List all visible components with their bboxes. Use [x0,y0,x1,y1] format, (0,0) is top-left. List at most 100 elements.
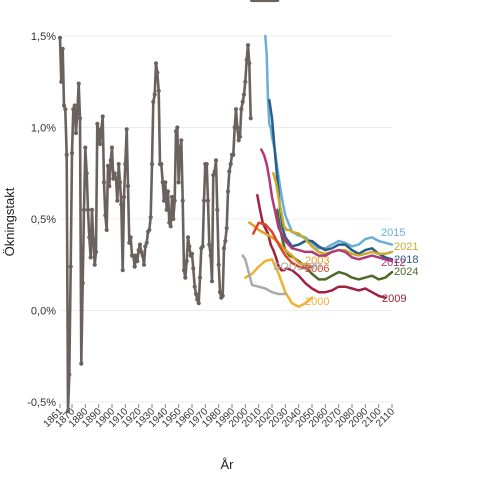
history-point [128,235,133,240]
history-point [133,253,139,258]
history-point [171,216,176,222]
history-point [176,180,181,185]
x-axis-title: År [221,457,235,472]
history-point [235,125,240,130]
y-axis-ticks: 1,5% 1,0% 0,5% 0,0% -0,5% [27,31,56,409]
history-point [79,361,84,366]
history-point [112,171,117,176]
history-point [169,194,175,200]
history-point [228,162,233,167]
history-point [212,169,217,174]
history-point [200,244,205,249]
history-point [233,107,239,112]
history-point [207,242,212,247]
history-point [93,249,99,254]
history-point [220,293,225,298]
history-point [97,141,103,147]
history-point [125,184,131,189]
history-point [187,244,192,249]
history-point [135,259,140,264]
y-tick-label: 1,0% [31,123,56,135]
history-point [275,0,280,3]
history-point [89,207,95,212]
history-point [87,235,92,240]
history-point [167,220,172,225]
history-point [103,213,108,218]
series-label-2003: 2003 [305,255,329,267]
series-label-2006: 2006 [305,263,329,275]
history-point [119,202,124,207]
history-point [161,198,167,203]
history-point [248,116,253,121]
history-point [211,173,216,178]
history-point [185,235,191,240]
history-point [245,43,251,48]
history-point [223,238,228,244]
history-point [100,114,105,119]
history-point [115,198,120,203]
history-point [88,255,93,260]
history-point [165,189,171,194]
history-point [72,103,77,108]
history-point [113,176,119,181]
history-point [121,194,127,200]
history-point [172,198,177,203]
history-point [141,262,147,267]
history-point [65,409,71,414]
history-point [81,207,87,212]
history-point [244,57,249,62]
history-point [92,262,97,267]
history-point [231,152,236,157]
history-point [217,290,223,295]
history-point [127,240,132,245]
history-point [153,61,159,66]
projection-line-2000 [244,258,314,309]
history-point [240,99,245,104]
history-point [101,180,107,185]
history-point [95,121,100,126]
history-point [84,171,89,176]
y-axis-title: Ökningstakt [2,187,17,256]
history-point [124,127,129,132]
history-point [123,162,128,167]
history-point [137,242,143,247]
history-point [155,70,160,75]
history-point [68,264,73,269]
history-point [60,46,65,51]
history-point [236,138,241,143]
history-point [221,246,227,251]
history-point [227,169,232,174]
y-tick-label: 0,5% [31,214,56,226]
history-point [83,145,88,150]
history-point [239,107,244,112]
history-point [196,301,201,306]
history-point [224,226,229,231]
series-label-2015: 2015 [381,227,405,239]
history-point [63,107,68,112]
series-label-2021: 2021 [394,241,418,253]
history-point [243,79,248,84]
series-label-2009: 2009 [382,293,406,305]
history-point [195,297,200,302]
projection-line-2009 [256,193,387,299]
history-point [192,284,197,289]
y-tick-label: 1,5% [31,31,56,43]
history-point [73,130,79,136]
history-point [120,268,125,273]
series-label-2012: 2012 [381,257,405,269]
history-point [205,198,211,203]
history-point [69,151,75,156]
history-point [61,103,67,108]
y-tick-label: -0,5% [27,397,56,409]
history-point [71,107,76,112]
history-point [99,127,104,132]
history-point [77,116,83,121]
history-point [179,138,184,143]
history-point [193,291,199,297]
history-point [105,163,111,168]
history-point [104,227,109,233]
history-point [151,99,156,104]
y-tick-label: 0,0% [31,306,56,318]
history-point [191,266,196,271]
history-point [177,147,183,152]
